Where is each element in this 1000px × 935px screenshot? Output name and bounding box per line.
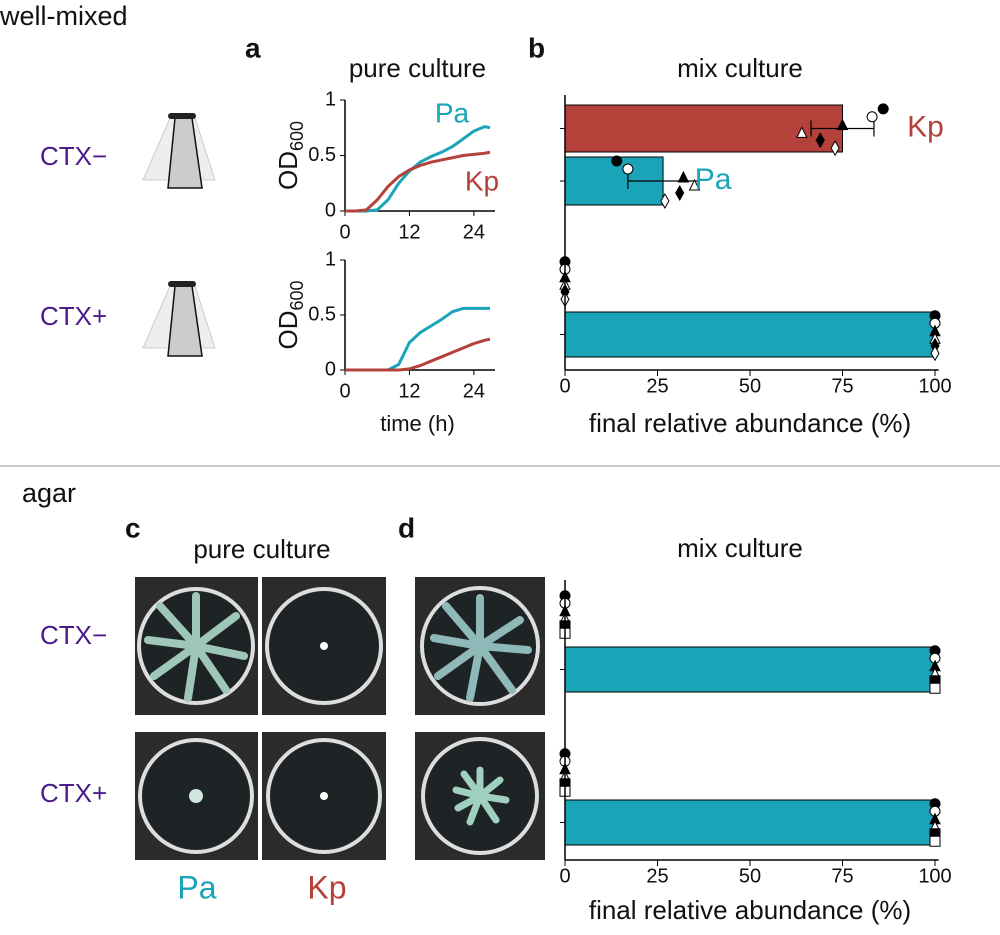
replicate-point [929,835,941,847]
x-tick-label: 24 [463,380,485,402]
row-label: CTX− [40,620,107,650]
x-tick-label: 0 [559,865,570,887]
section-label: well-mixed [0,1,128,31]
replicate-point [611,155,623,167]
plate-label: Kp [307,869,346,905]
replicate-point [660,192,670,210]
panel-letter: d [398,512,415,543]
row-label: CTX+ [40,301,107,331]
replicate-point [836,118,849,131]
y-axis-label-main: OD [273,151,303,190]
bar [564,104,843,153]
y-tick-label: 0 [325,358,336,380]
chart-title: mix culture [677,53,803,83]
series-label: Kp [907,110,944,143]
series-label: Kp [465,165,499,196]
replicate-point [930,345,940,362]
replicate-point [675,184,685,202]
x-tick-label: 12 [398,221,420,243]
y-tick-label: 0.5 [308,144,336,166]
x-tick-label: 25 [646,375,668,397]
replicate-point [622,163,634,175]
row-label: CTX+ [40,778,107,808]
replicate-point [877,103,889,115]
y-tick-label: 1 [325,248,336,270]
series-line [345,306,490,372]
plate-label: Pa [177,869,216,905]
flask-icon [142,113,216,189]
plate-photos [135,577,545,860]
x-tick-label: 24 [463,221,485,243]
panel-letter: a [245,32,261,63]
bar [564,799,936,846]
panel-letter: b [528,32,545,63]
x-tick-label: 0 [339,380,350,402]
x-tick-label: 75 [831,865,853,887]
replicate-point [795,126,808,138]
x-tick-label: 25 [646,865,668,887]
replicate-point [677,170,690,183]
series-line [345,125,491,213]
bar [564,311,936,358]
x-tick-label: 0 [339,221,350,243]
x-tick-label: 50 [739,865,761,887]
panel-letter: c [125,512,141,543]
x-axis-label: time (h) [380,411,455,436]
replicate-point [866,111,878,123]
y-tick-label: 0.5 [308,303,336,325]
y-axis-label-sub: 600 [287,280,307,310]
row-label: CTX− [40,141,107,171]
replicate-point [929,682,941,694]
y-tick-label: 0 [325,199,336,221]
y-axis-label-main: OD [273,311,303,350]
replicate-point [815,132,825,149]
series-line [345,337,491,372]
chart-title: pure culture [349,53,486,83]
bar [564,646,936,693]
y-tick-label: 1 [325,88,336,110]
y-axis-label-sub: 600 [287,121,307,151]
x-tick-label: 100 [918,375,951,397]
y-axis-label: OD600 [273,280,307,349]
series-line [345,150,491,213]
x-tick-label: 75 [831,375,853,397]
series-label: Pa [695,163,732,196]
replicate-point [830,140,840,157]
x-axis-label: final relative abundance (%) [589,895,911,925]
x-tick-label: 12 [398,380,420,402]
x-axis-label: final relative abundance (%) [589,408,911,438]
flask-icon [142,281,216,357]
panel-title: pure culture [193,534,330,564]
x-tick-label: 0 [559,375,570,397]
y-axis-label: OD600 [273,121,307,190]
chart-title: mix culture [677,533,803,563]
section-label: agar [22,478,76,508]
x-tick-label: 50 [739,375,761,397]
series-label: Pa [435,97,470,128]
x-tick-label: 100 [918,865,951,887]
replicate-point [688,178,701,191]
